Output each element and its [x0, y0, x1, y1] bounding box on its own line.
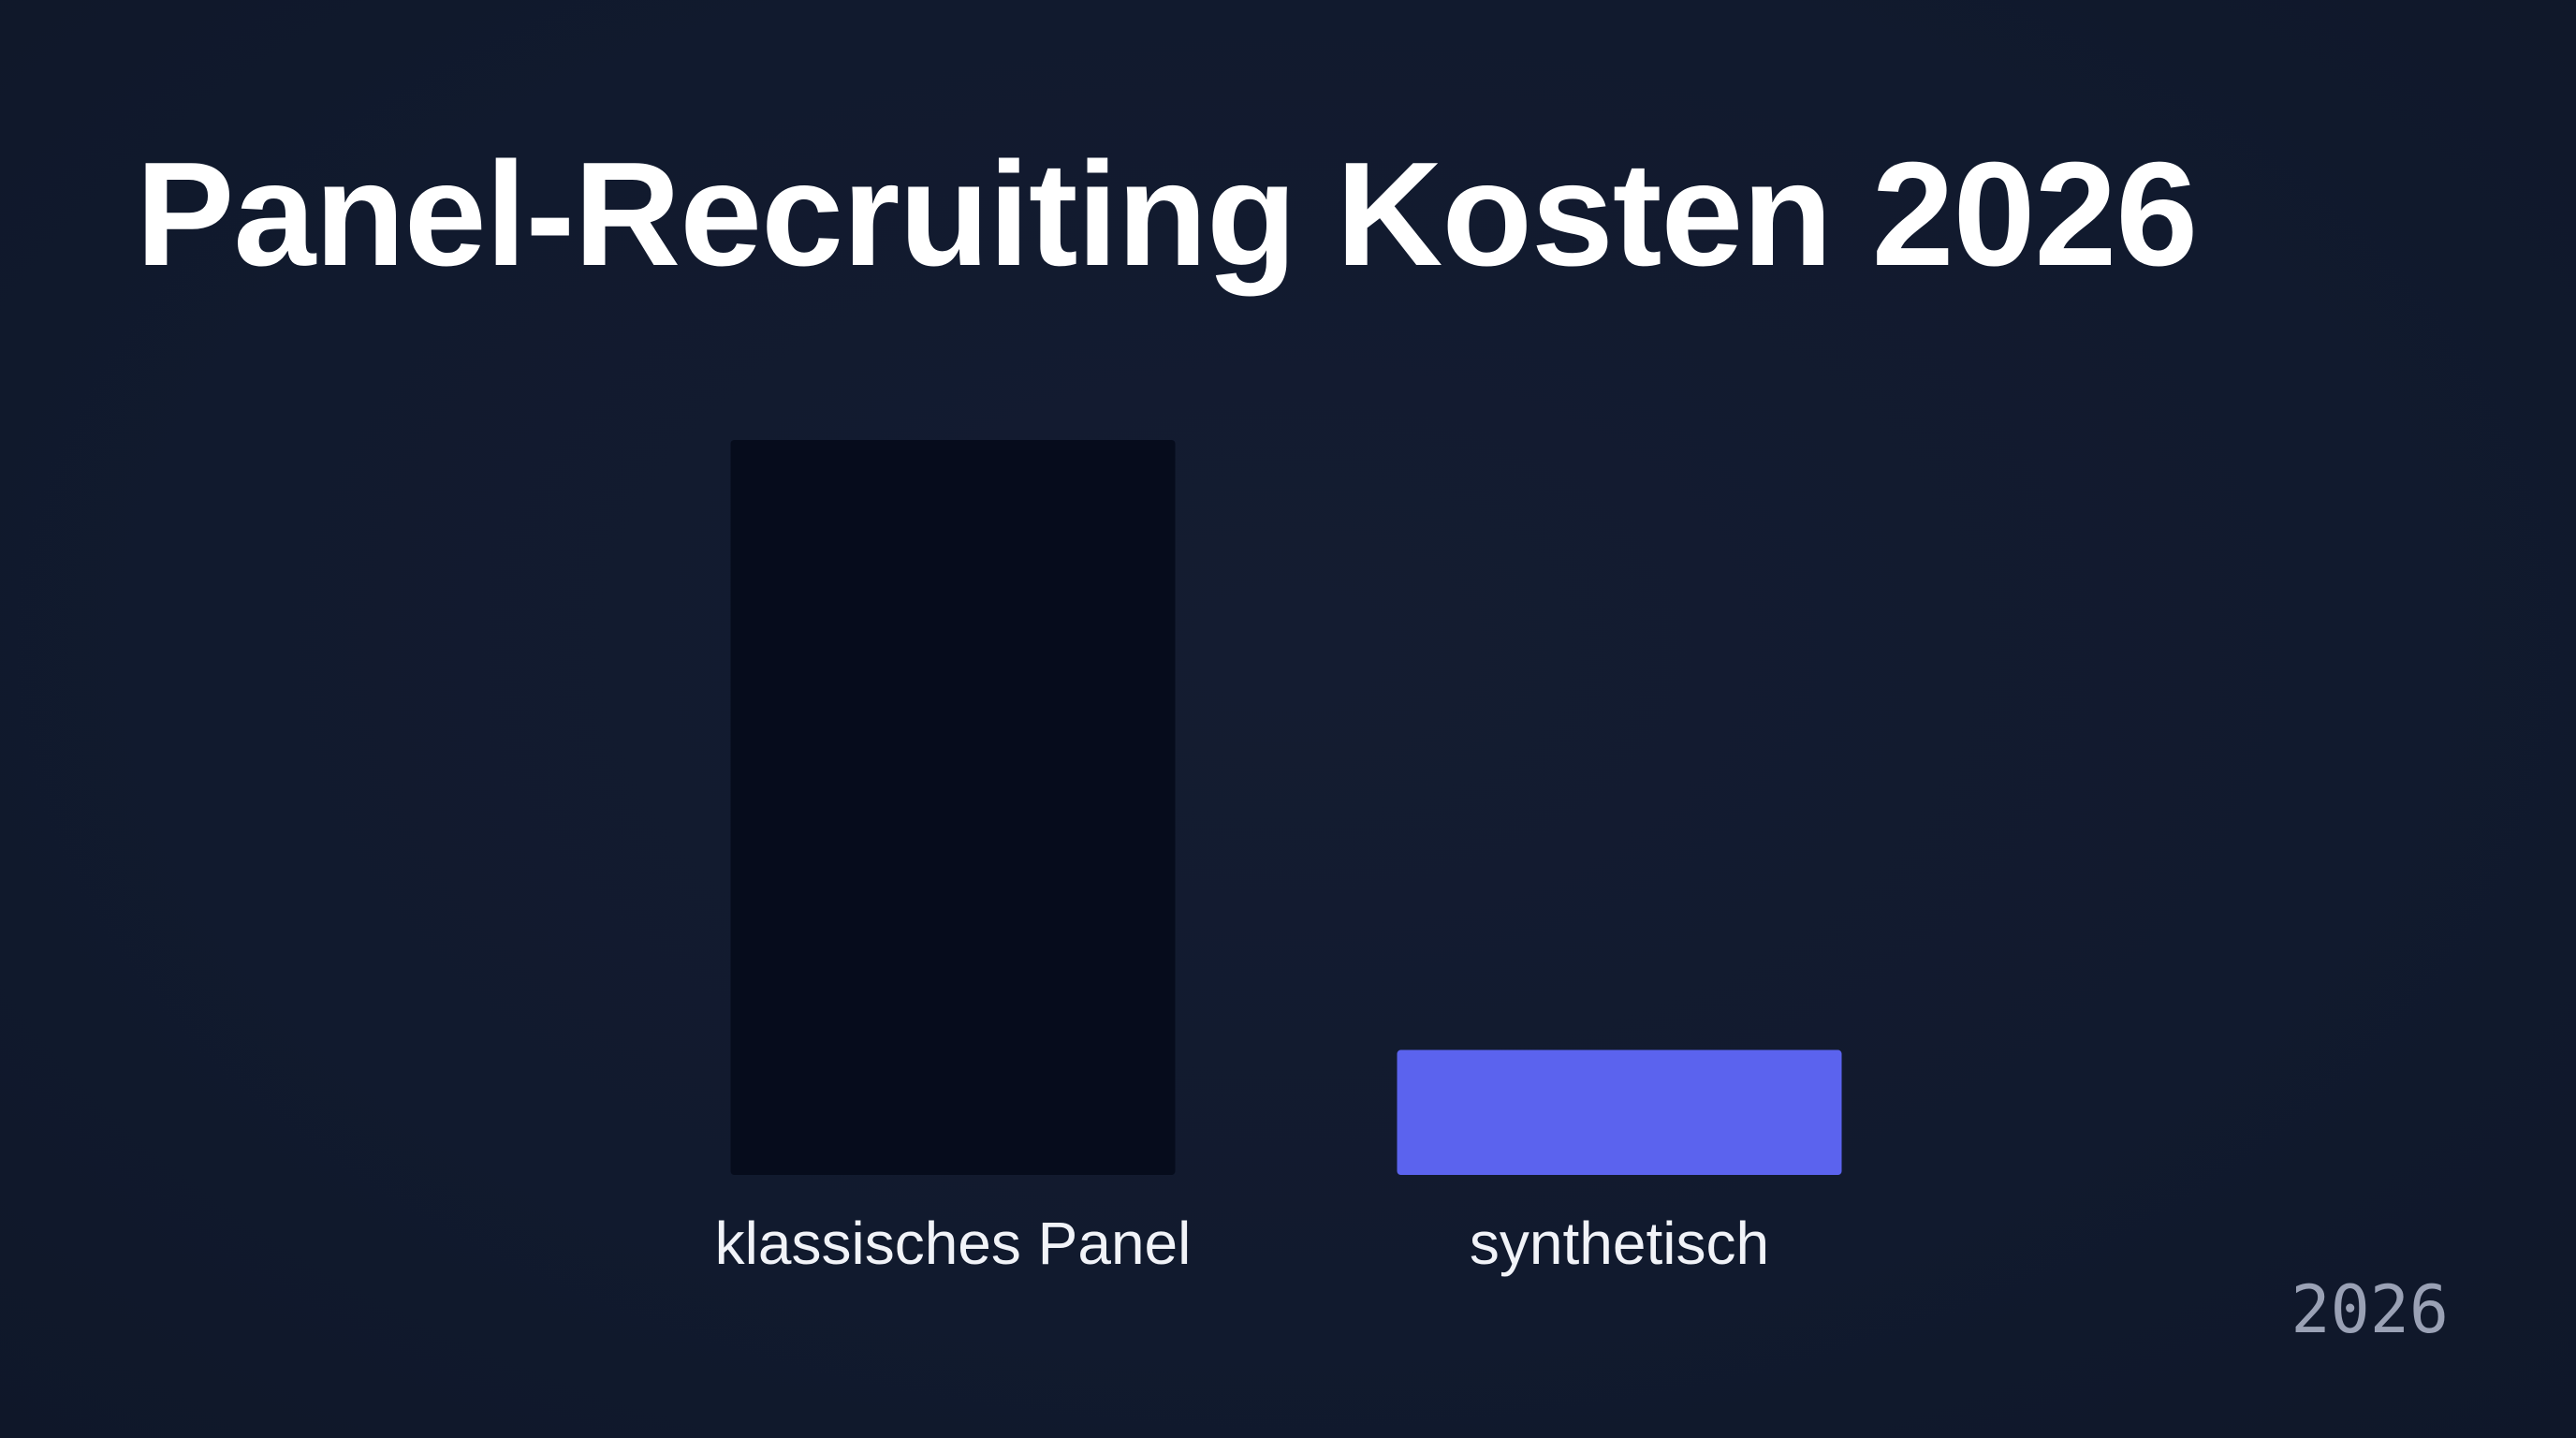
chart-title: Panel-Recruiting Kosten 2026	[136, 132, 2198, 297]
year-label: 2026	[2291, 1271, 2449, 1348]
category-label: klassisches Panel	[715, 1210, 1192, 1277]
bar-1	[1397, 1049, 1842, 1175]
category-label: synthetisch	[1470, 1210, 1769, 1277]
bar-0	[730, 440, 1176, 1175]
